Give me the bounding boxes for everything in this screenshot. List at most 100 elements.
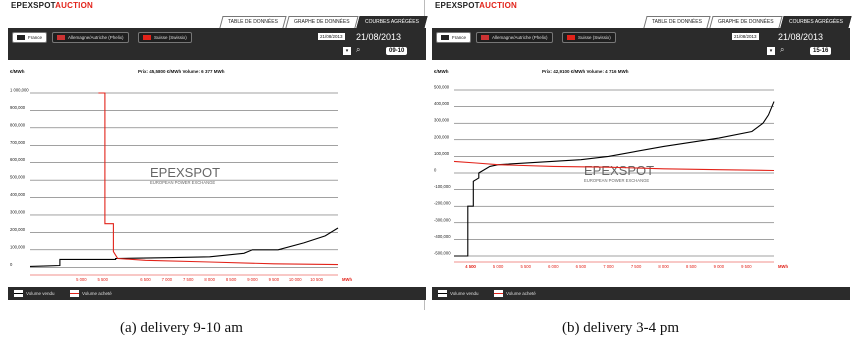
tab-data-table[interactable]: TABLE DE DONNÉES <box>642 16 711 28</box>
y-tick-label: 500,000 <box>434 85 450 90</box>
x-tick-label: 8 500 <box>226 277 237 282</box>
price-volume-info: Prix: 42,9100 €/MWh Volume: 4 716 MWh <box>542 69 629 74</box>
legend-item-buy[interactable]: Volume acheté <box>494 290 536 297</box>
zoom-icon[interactable]: ⌕ <box>780 45 785 54</box>
y-tick-label: 500,000 <box>10 175 26 180</box>
x-tick-label: 7 500 <box>631 264 642 269</box>
logo-part2: AUCTION <box>55 1 93 10</box>
tab-data-graph[interactable]: GRAPHE DE DONNÉES <box>284 16 358 28</box>
legend-swatch-sell <box>438 290 447 297</box>
selected-date: 21/08/2013 <box>356 32 402 42</box>
y-tick-label: 1 000,000 <box>10 88 29 93</box>
x-tick-label: 10 000 <box>289 277 302 282</box>
legend-swatch-buy <box>70 290 79 297</box>
france-flag-icon <box>17 35 25 40</box>
area-france-button[interactable]: France <box>12 32 48 43</box>
y-tick-label: -200,000 <box>434 201 451 206</box>
toolbar: France Allemagne/Autriche (Phelix) Suiss… <box>432 28 850 60</box>
watermark-brand: EPEXSPOT <box>150 165 220 180</box>
x-tick-label: 9 000 <box>247 277 258 282</box>
series-line-buy <box>98 92 339 266</box>
aggregated-curves-chart: €/MWh Prix: 42,9100 €/MWh Volume: 4 716 M… <box>432 60 850 287</box>
legend-item-sell[interactable]: Volume vendu <box>14 290 55 297</box>
x-tick-label: 6 500 <box>140 277 151 282</box>
area-france-button[interactable]: France <box>436 32 472 43</box>
y-tick-label: -500,000 <box>434 251 451 256</box>
area-germany-button[interactable]: Allemagne/Autriche (Phelix) <box>476 32 553 43</box>
x-tick-label: 7 000 <box>603 264 614 269</box>
area-germany-button[interactable]: Allemagne/Autriche (Phelix) <box>52 32 129 43</box>
caption-a: (a) delivery 9-10 am <box>120 320 243 336</box>
swiss-flag-icon <box>567 35 575 40</box>
zoom-icon[interactable]: ⌕ <box>356 45 361 54</box>
germany-flag-icon <box>57 35 65 40</box>
y-tick-label: 700,000 <box>10 140 26 145</box>
y-tick-label: 300,000 <box>434 118 450 123</box>
y-tick-label: 600,000 <box>10 157 26 162</box>
y-tick-label: 100,000 <box>10 244 26 249</box>
y-tick-label: 0 <box>434 168 437 173</box>
y-tick-label: -400,000 <box>434 234 451 239</box>
legend: Volume vendu Volume acheté <box>8 287 426 300</box>
toolbar: France Allemagne/Autriche (Phelix) Suiss… <box>8 28 426 60</box>
y-tick-label: 800,000 <box>10 122 26 127</box>
hour-selector[interactable]: 09-10 <box>386 47 408 55</box>
x-tick-label: 5 500 <box>520 264 531 269</box>
x-tick-label: 5 500 <box>97 277 108 282</box>
x-tick-label: 9 500 <box>741 264 752 269</box>
screenshot-panel-b: EPEXSPOTAUCTION TABLE DE DONNÉES GRAPHE … <box>432 0 852 300</box>
y-tick-label: 200,000 <box>434 134 450 139</box>
x-tick-label: 4 500 <box>465 264 476 269</box>
x-tick-label: 8 000 <box>658 264 669 269</box>
x-unit-label: MWh <box>342 277 352 282</box>
watermark-subtitle: EUROPEAN POWER EXCHANGE <box>150 180 215 185</box>
legend: Volume vendu Volume acheté <box>432 287 850 300</box>
x-tick-label: 7 000 <box>162 277 173 282</box>
logo-part2: AUCTION <box>479 1 517 10</box>
tab-data-graph[interactable]: GRAPHE DE DONNÉES <box>708 16 782 28</box>
date-input[interactable]: 21/08/2013 <box>732 33 759 40</box>
logo-part1: EPEXSPOT <box>11 1 56 10</box>
germany-flag-icon <box>481 35 489 40</box>
legend-swatch-sell <box>14 290 23 297</box>
epexspot-auction-logo: EPEXSPOTAUCTION <box>435 1 517 10</box>
series-line-sell <box>29 227 339 267</box>
area-switzerland-button[interactable]: Suisse (Swissix) <box>562 32 616 43</box>
x-tick-label: 9 500 <box>269 277 280 282</box>
x-tick-label: 5 000 <box>76 277 87 282</box>
area-switzerland-button[interactable]: Suisse (Swissix) <box>138 32 192 43</box>
y-tick-label: -300,000 <box>434 217 451 222</box>
date-input[interactable]: 21/08/2013 <box>318 33 345 40</box>
x-tick-label: 5 000 <box>493 264 504 269</box>
x-tick-label: 4 500 <box>465 264 476 269</box>
hour-selector[interactable]: 15-16 <box>810 47 832 55</box>
france-flag-icon <box>441 35 449 40</box>
legend-item-buy[interactable]: Volume acheté <box>70 290 112 297</box>
hour-stepper[interactable]: ▾ <box>343 47 351 55</box>
y-tick-label: 400,000 <box>434 101 450 106</box>
y-tick-label: 300,000 <box>10 209 26 214</box>
x-tick-label: 8 500 <box>686 264 697 269</box>
y-tick-label: -100,000 <box>434 184 451 189</box>
series-line-buy <box>453 160 775 172</box>
legend-item-sell[interactable]: Volume vendu <box>438 290 479 297</box>
tab-aggregated-curves[interactable]: COURBES AGRÉGÉES <box>780 16 852 28</box>
hour-stepper[interactable]: ▾ <box>767 47 775 55</box>
watermark-subtitle: EUROPEAN POWER EXCHANGE <box>584 178 649 183</box>
x-tick-label: 6 500 <box>576 264 587 269</box>
watermark-brand: EPEXSPOT <box>584 163 654 178</box>
caption-b: (b) delivery 3-4 pm <box>562 320 680 336</box>
legend-swatch-buy <box>494 290 503 297</box>
y-unit-label: €/MWh <box>434 69 449 74</box>
y-tick-label: 0 <box>10 262 13 267</box>
y-tick-label: 200,000 <box>10 227 26 232</box>
tab-data-table[interactable]: TABLE DE DONNÉES <box>218 16 287 28</box>
view-tabs: TABLE DE DONNÉES GRAPHE DE DONNÉES COURB… <box>642 16 852 28</box>
screenshot-panel-a: EPEXSPOTAUCTION TABLE DE DONNÉES GRAPHE … <box>8 0 428 300</box>
x-tick-label: 9 000 <box>714 264 725 269</box>
x-tick-label: 7 500 <box>183 277 194 282</box>
view-tabs: TABLE DE DONNÉES GRAPHE DE DONNÉES COURB… <box>218 16 428 28</box>
x-tick-label: 8 000 <box>204 277 215 282</box>
tab-aggregated-curves[interactable]: COURBES AGRÉGÉES <box>356 16 428 28</box>
aggregated-curves-chart: €/MWh Prix: 45,5800 €/MWh Volume: 6 377 M… <box>8 60 426 287</box>
